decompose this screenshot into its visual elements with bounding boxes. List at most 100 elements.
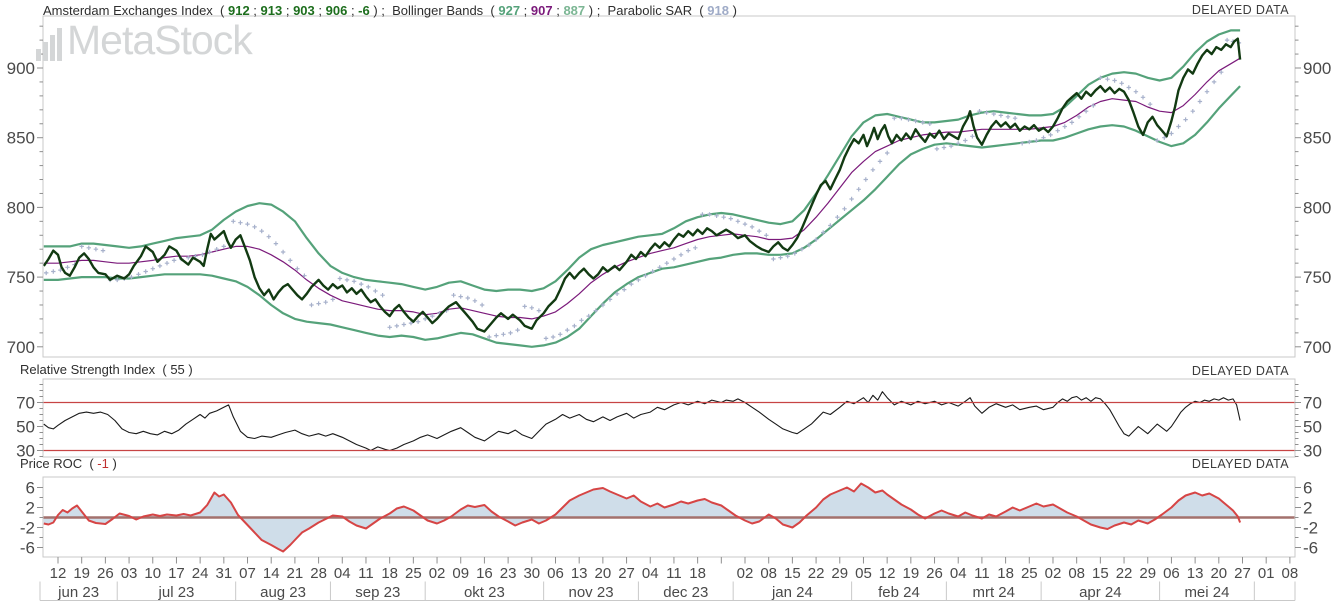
svg-text:12: 12: [50, 565, 67, 582]
svg-text:29: 29: [1139, 565, 1156, 582]
svg-text:21: 21: [287, 565, 304, 582]
svg-text:70: 70: [16, 393, 35, 412]
svg-text:09: 09: [452, 565, 469, 582]
price-plot: [43, 29, 1242, 348]
y-axis: 6 62 2-2 -2-6 -6: [20, 478, 1318, 557]
svg-text:-6: -6: [20, 538, 35, 557]
svg-text:14: 14: [263, 565, 280, 582]
svg-text:17: 17: [168, 565, 185, 582]
svg-text:04: 04: [950, 565, 967, 582]
svg-text:16: 16: [476, 565, 493, 582]
svg-text:6: 6: [1303, 478, 1312, 497]
bollinger-lower-line: [43, 85, 1241, 348]
svg-text:03: 03: [121, 565, 138, 582]
svg-text:70: 70: [1303, 393, 1322, 412]
svg-text:2: 2: [26, 498, 35, 517]
svg-text:30: 30: [16, 441, 35, 460]
svg-text:700: 700: [7, 338, 35, 357]
svg-text:dec 23: dec 23: [663, 584, 708, 601]
title-segment: ): [728, 3, 737, 18]
title-segment: 927: [498, 3, 521, 18]
svg-text:850: 850: [7, 129, 35, 148]
svg-text:19: 19: [902, 565, 919, 582]
svg-text:-2: -2: [20, 518, 35, 537]
svg-text:02: 02: [429, 565, 446, 582]
svg-text:25: 25: [405, 565, 422, 582]
roc-panel-title: Price ROC ( -1 ): [20, 456, 117, 471]
title-segment: ): [184, 362, 193, 377]
svg-text:jul 23: jul 23: [158, 584, 195, 601]
svg-text:700: 700: [1303, 338, 1331, 357]
svg-text:07: 07: [239, 565, 256, 582]
svg-text:mrt 24: mrt 24: [972, 584, 1015, 601]
svg-text:750: 750: [1303, 268, 1331, 287]
svg-text:50: 50: [1303, 417, 1322, 436]
svg-text:22: 22: [808, 565, 825, 582]
svg-text:19: 19: [73, 565, 90, 582]
svg-text:27: 27: [618, 565, 635, 582]
svg-text:900: 900: [7, 59, 35, 78]
roc-pane[interactable]: [43, 477, 1295, 557]
svg-text:20: 20: [1210, 565, 1227, 582]
y-axis: 70 70 50 50 30 30: [16, 384, 1322, 460]
svg-text:18: 18: [997, 565, 1014, 582]
svg-text:04: 04: [642, 565, 659, 582]
svg-text:15: 15: [784, 565, 801, 582]
title-segment: -6: [358, 3, 370, 18]
y-axis: 900 900 850 850 800 800 750 750 700 700: [7, 25, 1331, 357]
title-segment: ) ;: [369, 3, 393, 18]
svg-text:11: 11: [358, 565, 374, 582]
svg-text:900: 900: [1303, 59, 1331, 78]
svg-text:-6: -6: [1303, 538, 1318, 557]
svg-text:04: 04: [334, 565, 351, 582]
x-axis: 12 19 26 03 10 17 24 31 07 14 21 28 04 11 18 25 02 09 16 23…: [39, 557, 1299, 601]
title-segment: 903: [293, 3, 315, 18]
delayed-data-label-roc: DELAYED DATA: [1191, 457, 1289, 471]
roc-plot: [43, 482, 1295, 553]
title-segment: 913: [260, 3, 283, 18]
svg-text:02: 02: [1045, 565, 1062, 582]
svg-text:28: 28: [310, 565, 327, 582]
svg-text:apr 24: apr 24: [1079, 584, 1122, 601]
title-segment: 887: [563, 3, 586, 18]
svg-text:feb 24: feb 24: [878, 584, 920, 601]
title-segment: ) ;: [585, 3, 608, 18]
svg-text:08: 08: [1068, 565, 1085, 582]
svg-text:sep 23: sep 23: [355, 584, 400, 601]
main-chart-pane[interactable]: [43, 16, 1295, 357]
svg-text:800: 800: [1303, 198, 1331, 217]
title-segment: 55: [170, 362, 185, 377]
svg-text:800: 800: [7, 198, 35, 217]
svg-text:30: 30: [523, 565, 540, 582]
title-segment: ;: [314, 3, 326, 18]
svg-text:jun 23: jun 23: [57, 584, 99, 601]
bollinger-upper-line: [43, 29, 1241, 293]
svg-text:02: 02: [737, 565, 754, 582]
svg-text:18: 18: [689, 565, 706, 582]
title-segment: ): [108, 456, 117, 471]
delayed-data-label-main: DELAYED DATA: [1191, 3, 1289, 17]
svg-text:15: 15: [1092, 565, 1109, 582]
svg-text:08: 08: [1282, 565, 1299, 582]
svg-text:11: 11: [974, 565, 990, 582]
svg-text:10: 10: [144, 565, 161, 582]
svg-text:24: 24: [192, 565, 209, 582]
svg-text:23: 23: [500, 565, 517, 582]
title-segment: ;: [552, 3, 564, 18]
svg-text:13: 13: [571, 565, 588, 582]
title-segment: ;: [282, 3, 294, 18]
svg-text:12: 12: [879, 565, 896, 582]
svg-text:31: 31: [215, 565, 232, 582]
roc-line: [43, 482, 1242, 553]
svg-text:750: 750: [7, 268, 35, 287]
parabolic-sar-dots: [44, 37, 1242, 341]
title-segment: 918: [707, 3, 729, 18]
delayed-data-label-rsi: DELAYED DATA: [1191, 364, 1289, 378]
title-segment: Parabolic SAR (: [607, 3, 708, 18]
rsi-pane[interactable]: [43, 379, 1295, 457]
svg-text:850: 850: [1303, 129, 1331, 148]
price-line: [43, 37, 1242, 333]
title-segment: Amsterdam Exchanges Index (: [43, 3, 228, 18]
svg-text:05: 05: [855, 565, 872, 582]
